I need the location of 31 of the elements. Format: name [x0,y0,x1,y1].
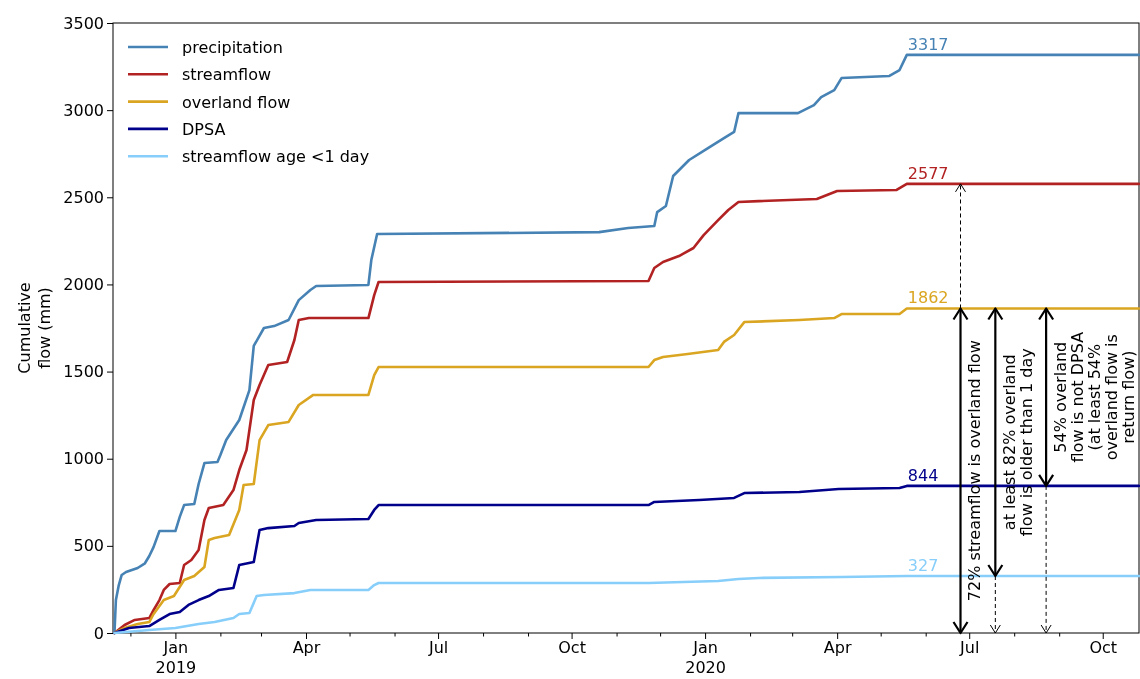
x-tick-label: Jan 2020 [685,638,726,677]
y-tick-label: 2000 [63,275,104,295]
annotation: 54% overland flow is not DPSA (at least 54% overland flow is return flow) [1050,331,1138,463]
x-tick-label: Oct [558,638,586,658]
x-tick-label: Apr [823,638,852,658]
y-tick-label: 1000 [63,449,104,469]
legend-label: overland flow [182,92,291,112]
data-label: 2577 [907,163,949,183]
x-tick-label: Jan 2019 [155,638,197,677]
x-tick-label: Jul [427,638,449,658]
data-label: 327 [907,556,939,576]
y-axis-title: Cumulative flow (mm) [15,282,54,374]
legend-label: streamflow age <1 day [182,147,370,167]
annotation: at least 82% overland flow is older than 1 day [999,348,1036,537]
x-tick-label: Apr [292,638,321,658]
x-tick-label: Oct [1089,638,1118,658]
legend-label: precipitation [182,38,283,57]
line-series [113,182,1140,635]
y-tick-label: 3000 [63,100,104,120]
y-tick-label: 2500 [63,187,104,207]
annotation: 72% streamflow is overland flow [965,340,984,602]
legend-label: DPSA [182,119,226,139]
data-label: 1862 [907,288,949,308]
legend-label: streamflow [182,65,272,85]
y-tick-label: 3500 [63,13,104,33]
x-tick-label: Jul [959,638,980,658]
y-tick-label: 500 [73,536,104,556]
y-tick-label: 1500 [63,362,104,382]
data-label: 3317 [907,34,949,54]
data-label: 844 [907,465,939,485]
y-tick-label: 0 [93,623,104,643]
